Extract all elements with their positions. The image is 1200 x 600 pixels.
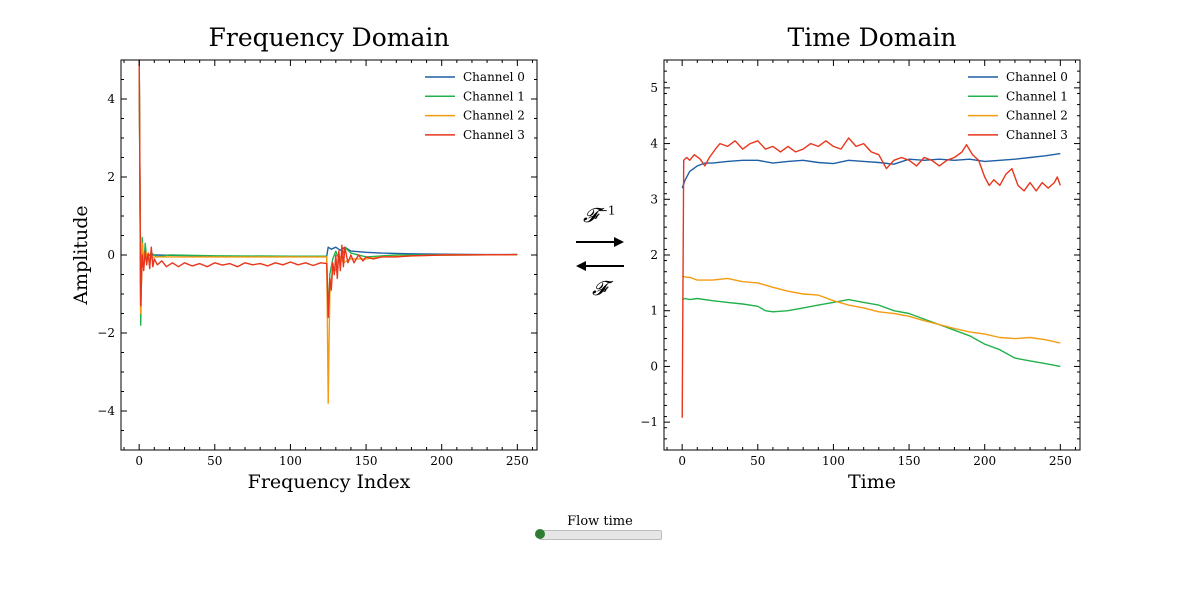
freq-chart-title: Frequency Domain bbox=[209, 23, 450, 52]
forward-transform-arrowhead bbox=[576, 261, 586, 271]
time-y-tick-label: 5 bbox=[650, 81, 658, 95]
inverse-fourier-label: 𝓕−1 bbox=[583, 203, 615, 227]
freq-x-tick-label: 0 bbox=[135, 454, 143, 468]
time-x-tick-label: 100 bbox=[822, 454, 845, 468]
freq-x-tick-label: 150 bbox=[355, 454, 378, 468]
time-y-tick-label: 1 bbox=[650, 304, 658, 318]
freq-series-group bbox=[138, 60, 518, 404]
freq-series-line-2 bbox=[138, 60, 518, 404]
time-y-tick-label: −1 bbox=[640, 415, 658, 429]
freq-y-tick-label: 0 bbox=[107, 248, 115, 262]
inverse-fourier-exponent: −1 bbox=[597, 203, 616, 218]
freq-series-line-3 bbox=[138, 60, 518, 319]
time-legend-label-2: Channel 2 bbox=[1006, 109, 1068, 123]
frequency-domain-chart: Frequency Domain 0 50 100 150 200 250 −4 −2 0 2 4 Fr… bbox=[70, 23, 538, 493]
time-series-line-2 bbox=[682, 275, 1061, 344]
freq-x-axis-label: Frequency Index bbox=[248, 471, 411, 493]
freq-legend-label-1: Channel 1 bbox=[463, 89, 525, 103]
time-series-group bbox=[681, 137, 1061, 418]
time-x-axis-label: Time bbox=[848, 471, 896, 493]
flow-time-slider[interactable]: Flow time bbox=[535, 514, 665, 546]
freq-x-tick-label: 100 bbox=[279, 454, 302, 468]
freq-x-tick-label: 50 bbox=[207, 454, 222, 468]
time-x-tick-label: 150 bbox=[898, 454, 921, 468]
freq-y-tick-label: −4 bbox=[97, 404, 115, 418]
time-y-tick-label: 4 bbox=[650, 137, 658, 151]
time-y-tick-label: 2 bbox=[650, 248, 658, 262]
time-legend-label-3: Channel 3 bbox=[1006, 128, 1068, 142]
freq-legend-label-2: Channel 2 bbox=[463, 109, 525, 123]
freq-legend-label-3: Channel 3 bbox=[463, 128, 525, 142]
freq-x-tick-label: 250 bbox=[506, 454, 529, 468]
forward-fourier-symbol: 𝓕 bbox=[592, 276, 607, 300]
freq-y-tick-label: 4 bbox=[107, 92, 115, 106]
time-series-line-3 bbox=[681, 137, 1061, 418]
time-domain-chart: Time Domain 0 50 100 150 200 250 −1 0 1 2 3 4 5 Time Ch… bbox=[640, 23, 1081, 493]
time-legend-label-0: Channel 0 bbox=[1006, 70, 1068, 84]
time-series-line-1 bbox=[681, 297, 1061, 368]
freq-x-tick-label: 200 bbox=[430, 454, 453, 468]
freq-series-line-1 bbox=[138, 60, 518, 326]
time-chart-title: Time Domain bbox=[788, 23, 957, 52]
time-series-line-0 bbox=[681, 152, 1061, 189]
time-x-tick-label: 0 bbox=[678, 454, 686, 468]
freq-y-axis-label: Amplitude bbox=[70, 205, 92, 305]
flow-time-label: Flow time bbox=[567, 514, 633, 529]
inverse-transform-arrowhead bbox=[614, 237, 624, 247]
forward-fourier-label: 𝓕 bbox=[592, 276, 607, 300]
inverse-fourier-symbol: 𝓕 bbox=[583, 203, 598, 227]
fourier-transform-arrows bbox=[576, 237, 624, 271]
freq-series-line-0 bbox=[138, 60, 518, 303]
time-legend-label-1: Channel 1 bbox=[1006, 89, 1068, 103]
flow-time-handle[interactable] bbox=[535, 529, 545, 539]
time-x-tick-label: 250 bbox=[1049, 454, 1072, 468]
time-legend: Channel 0 Channel 1 Channel 2 Channel 3 bbox=[968, 70, 1068, 142]
time-x-tick-label: 50 bbox=[750, 454, 765, 468]
flow-time-track[interactable] bbox=[539, 530, 662, 540]
time-y-tick-label: 0 bbox=[650, 359, 658, 373]
time-y-tick-label: 3 bbox=[650, 192, 658, 206]
freq-legend: Channel 0 Channel 1 Channel 2 Channel 3 bbox=[425, 70, 525, 142]
freq-legend-label-0: Channel 0 bbox=[463, 70, 525, 84]
time-x-tick-label: 200 bbox=[973, 454, 996, 468]
freq-y-tick-label: −2 bbox=[97, 326, 115, 340]
freq-y-tick-label: 2 bbox=[107, 170, 115, 184]
